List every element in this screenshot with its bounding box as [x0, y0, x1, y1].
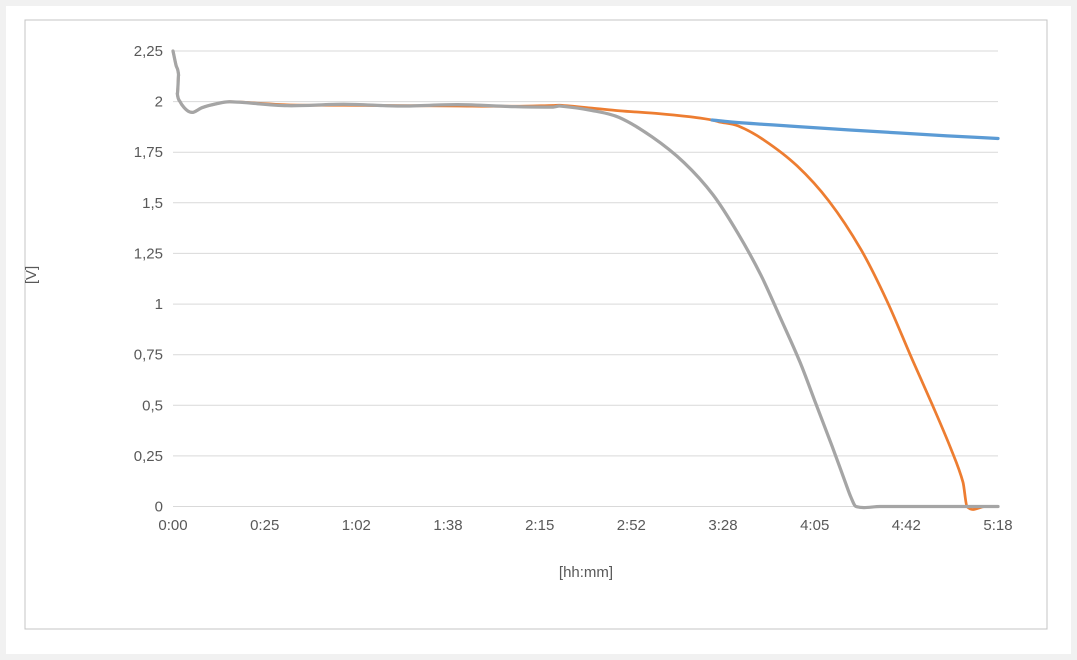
svg-text:0,5: 0,5 [142, 397, 163, 414]
svg-text:0:25: 0:25 [250, 517, 279, 534]
svg-text:0,25: 0,25 [134, 448, 163, 465]
svg-text:0: 0 [155, 499, 163, 516]
svg-text:[V]: [V] [23, 266, 40, 284]
svg-text:[hh:mm]: [hh:mm] [559, 564, 613, 581]
svg-text:1:02: 1:02 [342, 517, 371, 534]
svg-text:0:00: 0:00 [158, 517, 187, 534]
svg-text:2,25: 2,25 [134, 43, 163, 60]
svg-text:2: 2 [155, 94, 163, 111]
svg-text:4:05: 4:05 [800, 517, 829, 534]
svg-text:2:15: 2:15 [525, 517, 554, 534]
svg-text:1,25: 1,25 [134, 245, 163, 262]
svg-text:2:52: 2:52 [617, 517, 646, 534]
svg-text:0,75: 0,75 [134, 347, 163, 364]
svg-text:3:28: 3:28 [708, 517, 737, 534]
svg-text:1:38: 1:38 [433, 517, 462, 534]
svg-text:1,75: 1,75 [134, 144, 163, 161]
svg-text:1: 1 [155, 296, 163, 313]
svg-text:5:18: 5:18 [983, 517, 1012, 534]
svg-text:1,5: 1,5 [142, 195, 163, 212]
svg-text:4:42: 4:42 [892, 517, 921, 534]
